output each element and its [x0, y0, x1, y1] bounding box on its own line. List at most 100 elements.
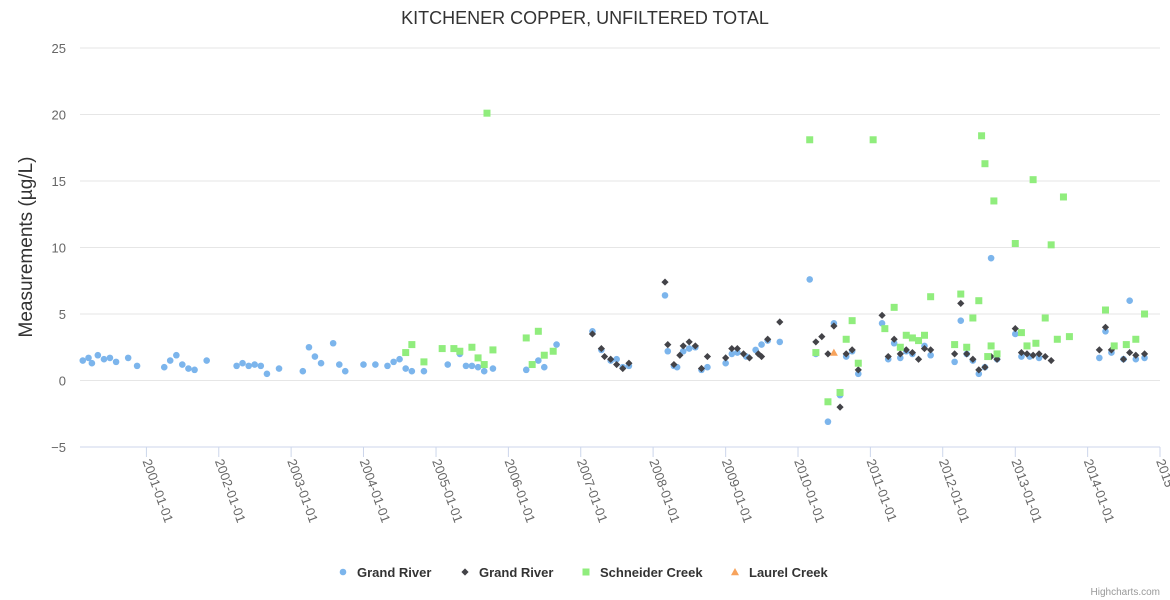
- data-point[interactable]: [890, 303, 898, 311]
- data-point[interactable]: [1101, 306, 1109, 314]
- data-point[interactable]: [661, 278, 669, 286]
- data-point[interactable]: [1011, 240, 1019, 248]
- data-point[interactable]: [540, 351, 548, 359]
- data-point[interactable]: [489, 365, 497, 372]
- legend-marker[interactable]: [582, 568, 590, 576]
- data-point[interactable]: [722, 359, 729, 367]
- data-point[interactable]: [100, 355, 108, 363]
- data-point[interactable]: [402, 349, 410, 357]
- data-point[interactable]: [984, 353, 992, 361]
- data-point[interactable]: [664, 347, 672, 355]
- data-point[interactable]: [1101, 323, 1110, 331]
- data-point[interactable]: [160, 363, 168, 371]
- data-point[interactable]: [1047, 356, 1055, 365]
- data-point[interactable]: [191, 366, 198, 374]
- legend-label[interactable]: Laurel Creek: [749, 565, 829, 580]
- data-point[interactable]: [1141, 310, 1149, 318]
- legend-item[interactable]: Schneider Creek: [582, 565, 704, 580]
- data-point[interactable]: [1119, 355, 1128, 363]
- data-point[interactable]: [975, 370, 983, 378]
- data-point[interactable]: [1035, 350, 1043, 358]
- data-point[interactable]: [1032, 339, 1040, 347]
- data-point[interactable]: [812, 349, 820, 357]
- data-point[interactable]: [854, 366, 862, 374]
- data-point[interactable]: [758, 341, 765, 348]
- data-point[interactable]: [670, 360, 678, 369]
- legend-label[interactable]: Grand River: [357, 565, 431, 580]
- data-point[interactable]: [679, 347, 687, 355]
- data-point[interactable]: [676, 351, 684, 359]
- data-point[interactable]: [697, 364, 706, 373]
- data-point[interactable]: [734, 349, 741, 356]
- data-point[interactable]: [245, 362, 253, 370]
- data-point[interactable]: [908, 348, 917, 357]
- data-point[interactable]: [704, 363, 711, 371]
- data-point[interactable]: [408, 367, 416, 375]
- data-point[interactable]: [1029, 176, 1037, 184]
- data-point[interactable]: [836, 403, 844, 411]
- data-point[interactable]: [317, 359, 325, 367]
- legend-item[interactable]: Grand River: [461, 565, 553, 580]
- data-point[interactable]: [829, 348, 838, 356]
- data-point[interactable]: [299, 367, 307, 375]
- data-point[interactable]: [728, 350, 736, 358]
- data-point[interactable]: [233, 362, 240, 370]
- legend-label[interactable]: Grand River: [479, 565, 553, 580]
- data-point[interactable]: [685, 338, 693, 346]
- data-point[interactable]: [257, 362, 265, 370]
- data-point[interactable]: [1023, 350, 1031, 358]
- data-point[interactable]: [1011, 330, 1019, 338]
- data-point[interactable]: [133, 362, 141, 370]
- data-point[interactable]: [878, 311, 886, 319]
- data-point[interactable]: [553, 341, 560, 348]
- data-point[interactable]: [438, 345, 446, 353]
- data-point[interactable]: [178, 361, 186, 368]
- data-point[interactable]: [1017, 329, 1025, 337]
- data-point[interactable]: [528, 361, 536, 369]
- data-point[interactable]: [824, 350, 832, 358]
- data-point[interactable]: [329, 339, 337, 347]
- data-point[interactable]: [664, 340, 672, 349]
- data-point[interactable]: [896, 343, 904, 351]
- data-point[interactable]: [854, 370, 862, 378]
- data-point[interactable]: [1041, 352, 1049, 361]
- data-point[interactable]: [776, 338, 784, 346]
- data-point[interactable]: [275, 365, 283, 372]
- data-point[interactable]: [878, 320, 886, 327]
- data-point[interactable]: [444, 361, 452, 368]
- data-point[interactable]: [588, 330, 597, 338]
- data-point[interactable]: [764, 335, 772, 343]
- data-point[interactable]: [824, 398, 832, 406]
- data-point[interactable]: [914, 355, 923, 363]
- data-point[interactable]: [480, 367, 488, 375]
- data-point[interactable]: [661, 292, 669, 299]
- data-point[interactable]: [124, 354, 132, 362]
- data-point[interactable]: [305, 343, 313, 351]
- data-point[interactable]: [540, 363, 548, 371]
- data-point[interactable]: [549, 347, 557, 355]
- data-point[interactable]: [625, 359, 633, 367]
- data-point[interactable]: [263, 370, 271, 378]
- data-point[interactable]: [848, 346, 856, 354]
- data-point[interactable]: [869, 136, 877, 144]
- data-point[interactable]: [203, 357, 210, 364]
- data-point[interactable]: [1132, 351, 1140, 359]
- data-point[interactable]: [890, 335, 898, 343]
- data-point[interactable]: [372, 361, 379, 368]
- credits-link[interactable]: Highcharts.com: [1091, 587, 1160, 598]
- data-point[interactable]: [842, 335, 850, 343]
- data-point[interactable]: [600, 352, 609, 361]
- data-point[interactable]: [420, 358, 428, 366]
- data-point[interactable]: [722, 354, 730, 362]
- data-point[interactable]: [842, 350, 850, 358]
- data-point[interactable]: [402, 365, 410, 372]
- data-point[interactable]: [1065, 333, 1073, 341]
- data-point[interactable]: [927, 293, 935, 301]
- data-point[interactable]: [408, 341, 416, 349]
- data-point[interactable]: [112, 358, 120, 366]
- data-point[interactable]: [993, 350, 1001, 358]
- data-point[interactable]: [990, 197, 998, 205]
- data-point[interactable]: [987, 342, 995, 350]
- data-point[interactable]: [360, 361, 367, 368]
- data-point[interactable]: [776, 318, 784, 326]
